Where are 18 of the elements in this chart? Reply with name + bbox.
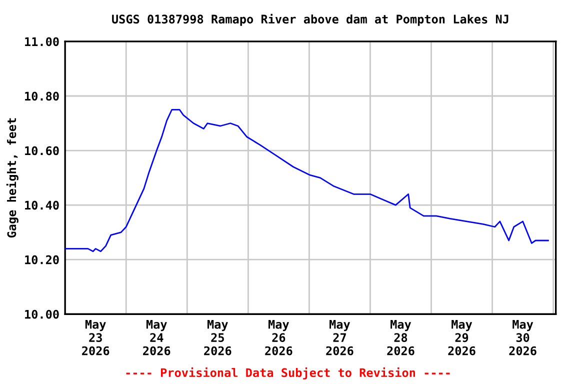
y-tick-label: 10.40 bbox=[25, 200, 59, 210]
line-series bbox=[65, 108, 549, 252]
x-tick-label: May 27 2026 bbox=[326, 320, 354, 356]
x-tick-label: May 25 2026 bbox=[204, 320, 232, 356]
x-tick-label: May 24 2026 bbox=[143, 320, 170, 356]
y-tick-label: 10.20 bbox=[25, 255, 59, 264]
y-tick-label: 11.00 bbox=[25, 37, 59, 46]
x-tick-label: May 30 2026 bbox=[509, 320, 536, 356]
chart-title: USGS 01387998 Ramapo River above dam at Pompton Lakes NJ bbox=[112, 14, 508, 26]
x-tick-label: May 23 2026 bbox=[82, 320, 110, 356]
y-tick-label: 10.00 bbox=[25, 310, 59, 319]
text: ---- Provisional Data Subject to Revision ---- bbox=[126, 367, 450, 380]
y-axis-title: Gage height, feet bbox=[6, 118, 18, 238]
x-tick-label: May 28 2026 bbox=[387, 320, 414, 356]
x-tick-label: May 29 2026 bbox=[448, 320, 476, 356]
x-tick-label: May 26 2026 bbox=[265, 320, 292, 356]
y-tick-label: 10.60 bbox=[25, 146, 59, 156]
y-tick-label: 10.80 bbox=[25, 92, 59, 101]
